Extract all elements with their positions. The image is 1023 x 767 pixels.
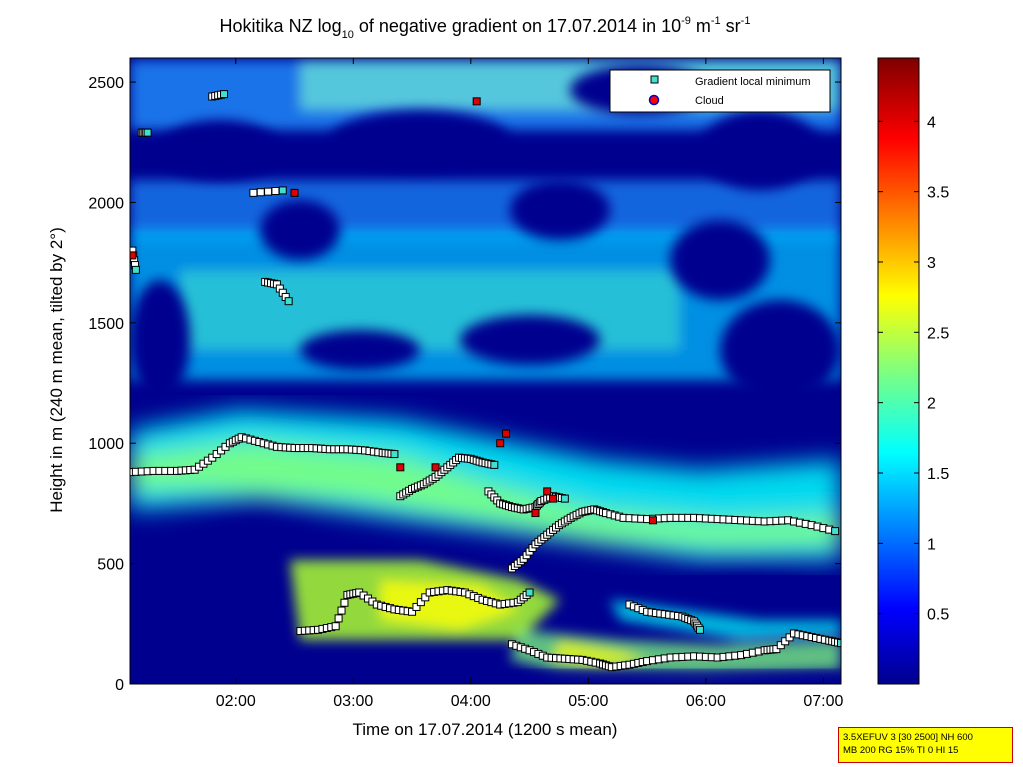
cloud-marker [648,516,657,525]
gradient-minimum-marker [695,625,704,634]
colorbar-tick-label: 3 [927,255,936,272]
x-tick-label: 02:00 [216,693,256,710]
legend-label-gradient: Gradient local minimum [695,76,811,88]
gradient-minimum-marker [412,602,421,611]
colorbar-ticks: 0.5 1 1.5 2 2.5 3 3.5 4 [878,114,949,624]
colorbar-tick-label: 2 [927,396,936,413]
gradient-minimum-marker [264,187,273,196]
gradient-minimum-marker [340,598,349,607]
gradient-minimum-marker [525,588,534,597]
colorbar [877,57,920,685]
cloud-marker [502,429,511,438]
colorbar-tick-label: 2.5 [927,325,949,342]
plot-frame [129,57,842,685]
cloud-marker [431,463,440,472]
cloud-marker [543,487,552,496]
gradient-minimum-marker [416,598,425,607]
gradient-minimum-marker [837,639,841,648]
x-axis-ticks: 02:00 03:00 04:00 05:00 06:00 07:00 [216,58,843,710]
gradient-minimum-marker [278,186,287,195]
legend: Gradient local minimum Cloud [609,69,831,113]
y-tick-label: 2500 [88,75,124,92]
gradient-minimum-marker [331,622,340,631]
gradient-minimum-marker [249,188,258,197]
y-axis-label: Height in m (240 m mean, tilted by 2°) [47,227,66,513]
gradient-minimum-marker [131,265,140,274]
info-line-2: MB 200 RG 15% TI 0 HI 15 [843,745,959,756]
legend-box [609,69,831,113]
gradient-minimum-marker [256,188,265,197]
gradient-minimum-marker [831,527,840,536]
cloud-marker [472,97,481,106]
gradient-minimum-marker [334,614,343,623]
info-line-1: 3.5XEFUV 3 [30 2500] NH 600 [843,732,973,743]
gradient-minimum-marker [560,494,569,503]
y-tick-label: 500 [97,557,124,574]
y-tick-label: 1000 [88,436,124,453]
y-tick-label: 0 [115,677,124,694]
colorbar-tick-label: 0.5 [927,607,949,624]
x-tick-label: 04:00 [451,693,491,710]
gradient-minimum-marker [490,460,499,469]
cloud-marker [290,188,299,197]
x-tick-label: 06:00 [686,693,726,710]
x-tick-label: 03:00 [333,693,373,710]
info-box: 3.5XEFUV 3 [30 2500] NH 600 MB 200 RG 15… [838,727,1013,763]
gradient-minimum-marker [143,128,152,137]
x-tick-label: 07:00 [803,693,843,710]
colorbar-tick-label: 1.5 [927,466,949,483]
legend-label-cloud: Cloud [695,95,724,107]
gradient-minimum-marker [390,450,399,459]
heatmap-field [130,58,841,684]
gradient-minimum-traces [130,90,841,672]
colorbar-tick-label: 3.5 [927,185,949,202]
legend-square-marker [650,75,659,84]
x-tick-label: 05:00 [568,693,608,710]
colorbar-tick-label: 4 [927,114,936,131]
gradient-minimum-marker [421,593,430,602]
gradient-minimum-marker [408,607,417,616]
gradient-minimum-marker [271,187,280,196]
legend-circle-marker [648,94,660,106]
y-axis-ticks: 0 500 1000 1500 2000 2500 [88,75,841,694]
y-tick-label: 2000 [88,195,124,212]
cloud-marker [396,463,405,472]
colorbar-tick-label: 1 [927,536,936,553]
x-axis-label: Time on 17.07.2014 (1200 s mean) [353,720,618,739]
cloud-marker [549,494,558,503]
gradient-minimum-marker [337,606,346,615]
cloud-marker [531,509,540,518]
gradient-minimum-marker [284,297,293,306]
cloud-markers [130,97,657,525]
gradient-minimum-marker [220,90,229,99]
y-tick-label: 1500 [88,316,124,333]
cloud-marker [496,439,505,448]
cloud-marker [130,251,137,260]
chart-title: Hokitika NZ log10 of negative gradient o… [220,15,751,41]
